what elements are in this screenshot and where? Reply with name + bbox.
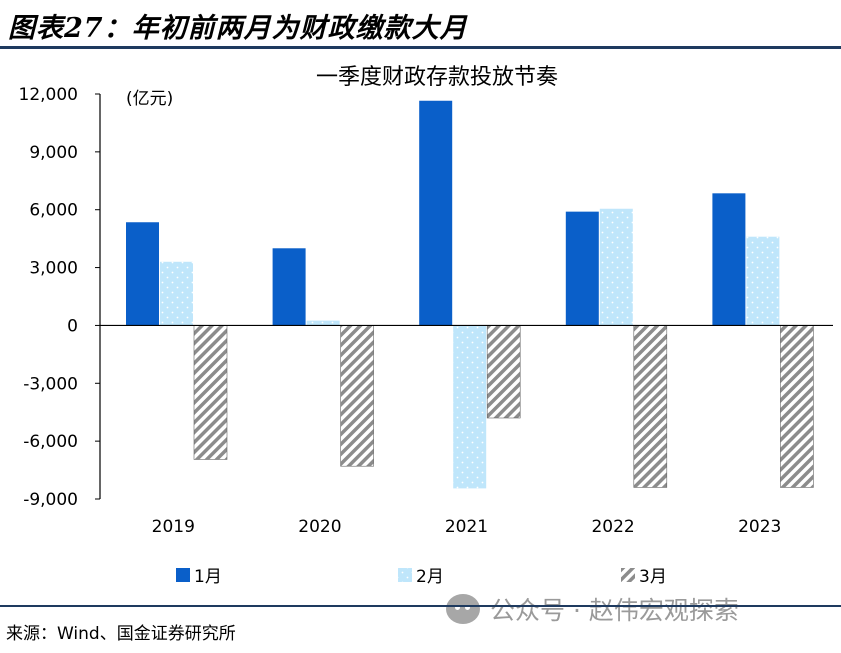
bar-jan-2022	[565, 211, 599, 326]
bar-feb-2023	[746, 236, 780, 326]
y-tick-label: 9,000	[29, 143, 78, 163]
bar-feb-2021	[453, 325, 487, 489]
bar-mar-2021	[486, 325, 521, 419]
y-tick-label: -9,000	[23, 490, 78, 510]
x-tick-label: 2020	[298, 517, 341, 537]
wechat-icon	[446, 594, 480, 624]
y-tick-label: 12,000	[19, 85, 78, 105]
bar-feb-2022	[599, 208, 633, 326]
figure-title: 图表27：年初前两月为财政缴款大月	[8, 13, 468, 44]
bar-jan-2020	[272, 248, 306, 326]
legend: 1月 2月 3月	[176, 567, 667, 587]
legend-item-feb: 2月	[398, 567, 444, 587]
x-tick-label: 2019	[152, 517, 195, 537]
legend-label-mar: 3月	[639, 567, 667, 587]
bar-chart: 一季度财政存款投放节奏 (亿元) -9,000 -6,000 -3,000 0 3,00…	[19, 65, 833, 587]
bar-jan-2023	[712, 193, 746, 326]
y-axis-ticks: -9,000 -6,000 -3,000 0 3,000 6,000 9,000 12,000	[19, 85, 100, 510]
y-tick-label: -6,000	[23, 432, 78, 452]
bar-jan-2021	[419, 100, 453, 326]
chart-title: 一季度财政存款投放节奏	[316, 65, 558, 90]
x-tick-label: 2022	[591, 517, 634, 537]
legend-item-mar: 3月	[621, 567, 667, 587]
legend-label-feb: 2月	[416, 567, 444, 587]
legend-swatch-feb	[398, 568, 412, 582]
bar-jan-2019	[126, 222, 159, 326]
y-tick-label: 6,000	[29, 201, 78, 221]
bar-feb-2019	[160, 261, 193, 326]
bar-feb-2020	[306, 320, 340, 326]
x-axis-labels: 2019 2020 2021 2022 2023	[152, 517, 782, 537]
x-tick-label: 2023	[738, 517, 781, 537]
y-tick-label: -3,000	[23, 374, 78, 394]
watermark-text: 公众号 · 赵伟宏观探索	[490, 596, 739, 625]
bar-mar-2023	[780, 325, 814, 488]
x-tick-label: 2021	[445, 517, 488, 537]
bar-mar-2022	[633, 325, 668, 488]
legend-item-jan: 1月	[176, 567, 222, 587]
top-rule	[0, 46, 841, 49]
legend-swatch-mar	[621, 568, 635, 582]
y-tick-label: 3,000	[29, 259, 78, 279]
bar-mar-2020	[340, 325, 374, 467]
legend-swatch-jan	[176, 568, 190, 582]
bottom-rule	[0, 605, 841, 607]
bars	[126, 100, 814, 489]
watermark: 公众号 · 赵伟宏观探索	[442, 591, 745, 627]
legend-label-jan: 1月	[194, 567, 222, 587]
y-tick-label: 0	[67, 316, 78, 336]
unit-label: (亿元)	[126, 89, 173, 109]
source-note: 来源：Wind、国金证券研究所	[6, 624, 236, 644]
bar-mar-2019	[193, 325, 228, 460]
